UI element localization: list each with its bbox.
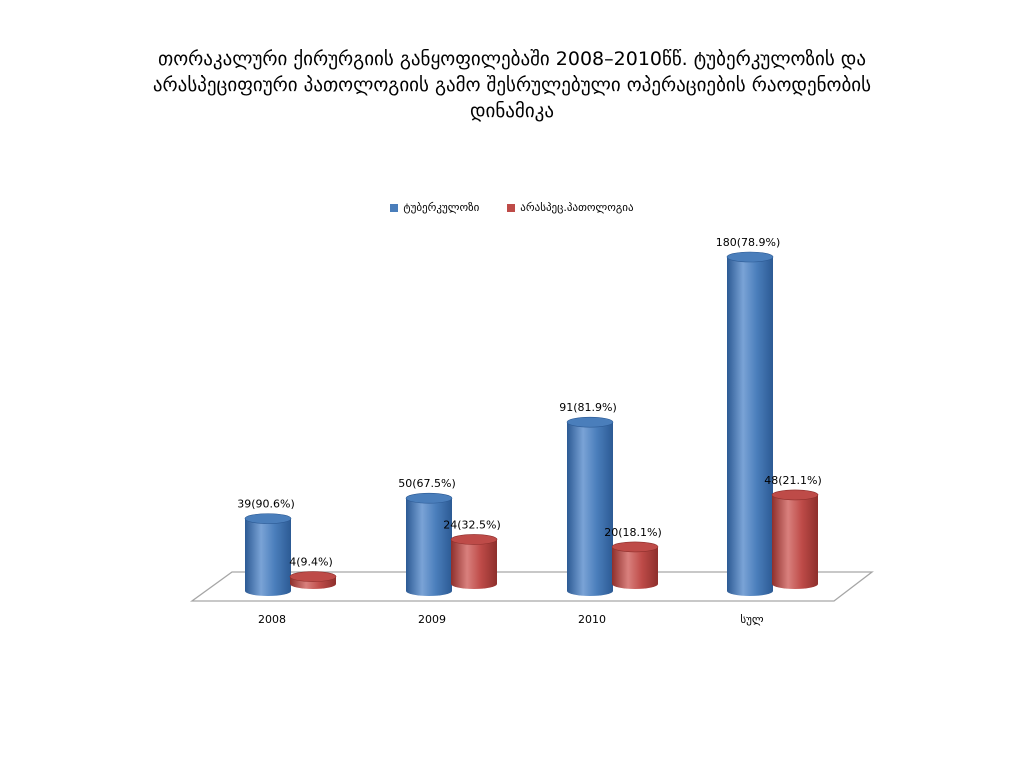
data-label: 4(9.4%) [289,556,333,569]
legend-label-nonspecific: არასპეც.პათოლოგია [520,201,634,214]
bar-cylinder [245,518,291,596]
legend-label-tuberculosis: ტუბერკულოზი [403,201,480,214]
data-label: 180(78.9%) [716,236,781,249]
data-label: 48(21.1%) [764,474,822,487]
chart-title-line-1: თორაკალური ქირურგიის განყოფილებაში 2008–… [158,48,866,70]
chart-title-line-2: არასპეციფიური პათოლოგიის გამო შესრულებულ… [152,74,872,96]
x-tick-label: 2009 [418,613,446,626]
bar-cylinder [612,546,658,589]
bar-cylinder [451,539,497,589]
chart-floor [189,571,874,602]
legend-item-nonspecific: არასპეც.პათოლოგია [507,201,634,214]
chart-title: თორაკალური ქირურგიის განყოფილებაში 2008–… [60,46,964,124]
legend-swatch-nonspecific [507,203,516,212]
data-label: 50(67.5%) [398,477,456,490]
chart-legend: ტუბერკულოზი არასპეც.პათოლოგია [0,201,1024,214]
bar-top [405,492,453,504]
bar-top [771,489,819,501]
data-label: 20(18.1%) [604,526,662,539]
data-label: 39(90.6%) [237,498,295,511]
x-tick-label: 2008 [258,613,286,626]
bar-cylinder [727,257,773,596]
bar-top [566,416,614,428]
bar-top [611,541,659,553]
x-tick-label: სულ [740,613,763,626]
bar-top [450,534,498,545]
legend-item-tuberculosis: ტუბერკულოზი [390,201,479,214]
bar-top [726,251,774,263]
bar-cylinder [406,498,452,596]
x-tick-label: 2010 [578,613,606,626]
bar-top [244,513,292,524]
chart-title-line-3: დინამიკა [469,100,555,122]
bar-top [289,571,337,582]
bar-cylinder [772,494,818,589]
legend-swatch-tuberculosis [390,203,399,212]
data-label: 91(81.9%) [559,401,617,414]
data-label: 24(32.5%) [443,518,501,531]
bar-cylinder [567,422,613,596]
